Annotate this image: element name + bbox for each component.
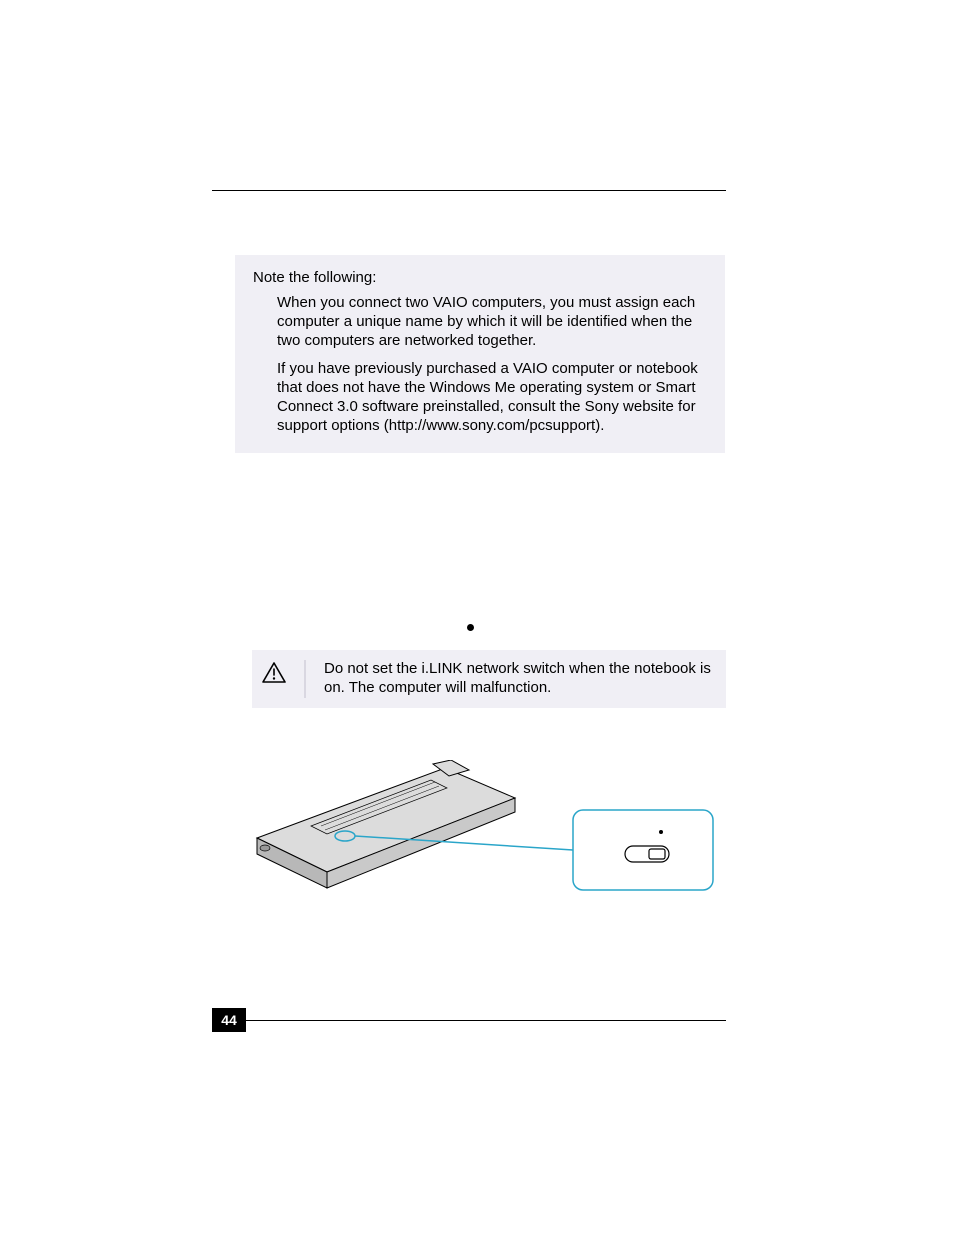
bullet-dot <box>467 624 474 631</box>
warning-box: Do not set the i.LINK network switch whe… <box>252 650 726 708</box>
note-box: Note the following: When you connect two… <box>235 255 725 453</box>
notebook-body <box>257 760 515 888</box>
callout-box <box>573 810 713 890</box>
manual-page: Note the following: When you connect two… <box>0 0 954 1235</box>
note-heading: Note the following: <box>253 269 707 286</box>
warning-triangle-icon <box>262 662 286 684</box>
note-paragraph: When you connect two VAIO computers, you… <box>277 294 707 350</box>
ilink-switch-icon <box>625 846 669 862</box>
note-paragraph: If you have previously purchased a VAIO … <box>277 360 707 435</box>
page-number: 44 <box>212 1008 246 1032</box>
top-rule <box>212 190 726 191</box>
warning-text: Do not set the i.LINK network switch whe… <box>324 660 712 698</box>
bottom-rule <box>246 1020 726 1021</box>
notebook-underside-illustration <box>235 760 723 930</box>
warning-divider <box>304 660 306 698</box>
